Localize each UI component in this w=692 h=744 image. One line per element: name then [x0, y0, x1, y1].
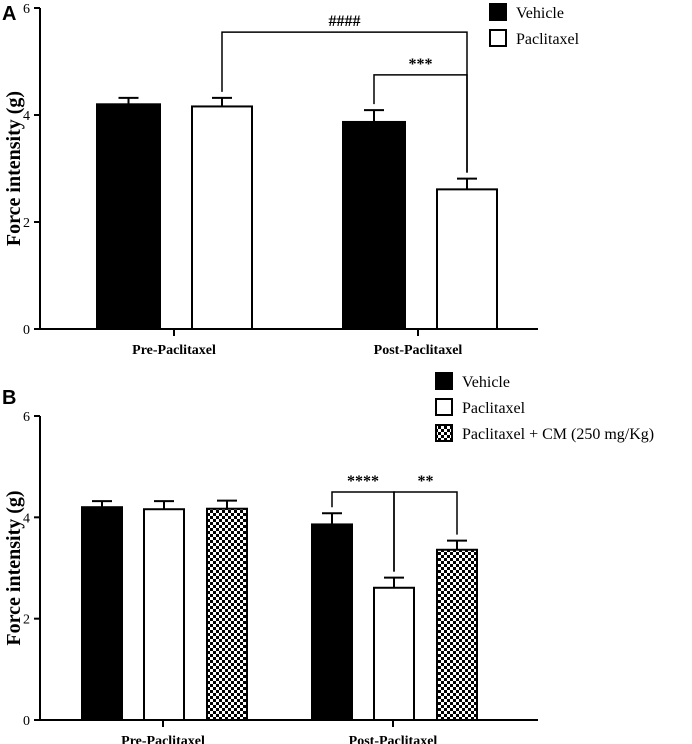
y-tick-label: 0	[23, 714, 30, 729]
legend-label: Vehicle	[462, 374, 510, 391]
legend-swatch	[435, 372, 453, 390]
y-axis-title: Force intensity (g)	[3, 91, 25, 246]
bar-post-paclitaxel-vehicle	[311, 523, 353, 722]
significance-label: ####	[329, 13, 361, 30]
significance-label: ***	[409, 56, 433, 73]
legend-label: Paclitaxel	[462, 400, 526, 417]
x-category-label: Pre-Paclitaxel	[132, 343, 216, 358]
y-tick-label: 2	[23, 216, 30, 231]
legend-swatch	[489, 29, 507, 47]
legend-swatch	[489, 3, 507, 21]
x-category-label: Post-Paclitaxel	[374, 343, 463, 358]
y-axis-title: Force intensity (g)	[3, 490, 25, 645]
bar-post-paclitaxel-paclitaxel	[436, 548, 478, 722]
panel-a-letter: A	[2, 3, 16, 25]
y-tick-label: 4	[23, 511, 30, 526]
significance-bracket	[373, 74, 468, 173]
y-tick-label: 6	[23, 410, 30, 425]
y-tick-label: 2	[23, 613, 30, 628]
y-tick-label: 0	[23, 323, 30, 338]
significance-label: ****	[347, 473, 379, 490]
significance-label: **	[418, 473, 434, 490]
legend-label: Paclitaxel + CM (250 mg/Kg)	[462, 426, 654, 443]
legend-label: Paclitaxel	[516, 31, 580, 48]
x-category-label: Pre-Paclitaxel	[121, 734, 205, 744]
y-tick-label: 6	[23, 2, 30, 17]
bar-pre-paclitaxel-vehicle	[96, 103, 161, 330]
legend-swatch	[435, 398, 453, 416]
chart-panel-a: 0 2 4 6 Force intensity (g) Pre-Paclitaxel Pos…	[3, 2, 580, 358]
panel-b-letter: B	[2, 387, 16, 409]
bar-pre-paclitaxel-paclitaxel	[206, 507, 248, 721]
bar-pre-paclitaxel-paclitaxel	[191, 105, 253, 330]
bar-post-paclitaxel-paclitaxel	[436, 188, 498, 330]
bar-post-paclitaxel-vehicle	[342, 120, 406, 330]
significance-bracket	[393, 491, 458, 572]
bar-pre-paclitaxel-vehicle	[81, 506, 123, 722]
legend-swatch	[435, 424, 453, 442]
legend-label: Vehicle	[516, 5, 564, 22]
bar-post-paclitaxel-paclitaxel	[373, 586, 415, 722]
x-category-label: Post-Paclitaxel	[349, 734, 438, 744]
y-tick-label: 4	[23, 109, 30, 124]
chart-panel-b: 0 2 4 6 Force intensity (g) Pre-Paclitaxel Pos…	[3, 372, 654, 744]
bar-pre-paclitaxel-paclitaxel	[143, 508, 185, 721]
